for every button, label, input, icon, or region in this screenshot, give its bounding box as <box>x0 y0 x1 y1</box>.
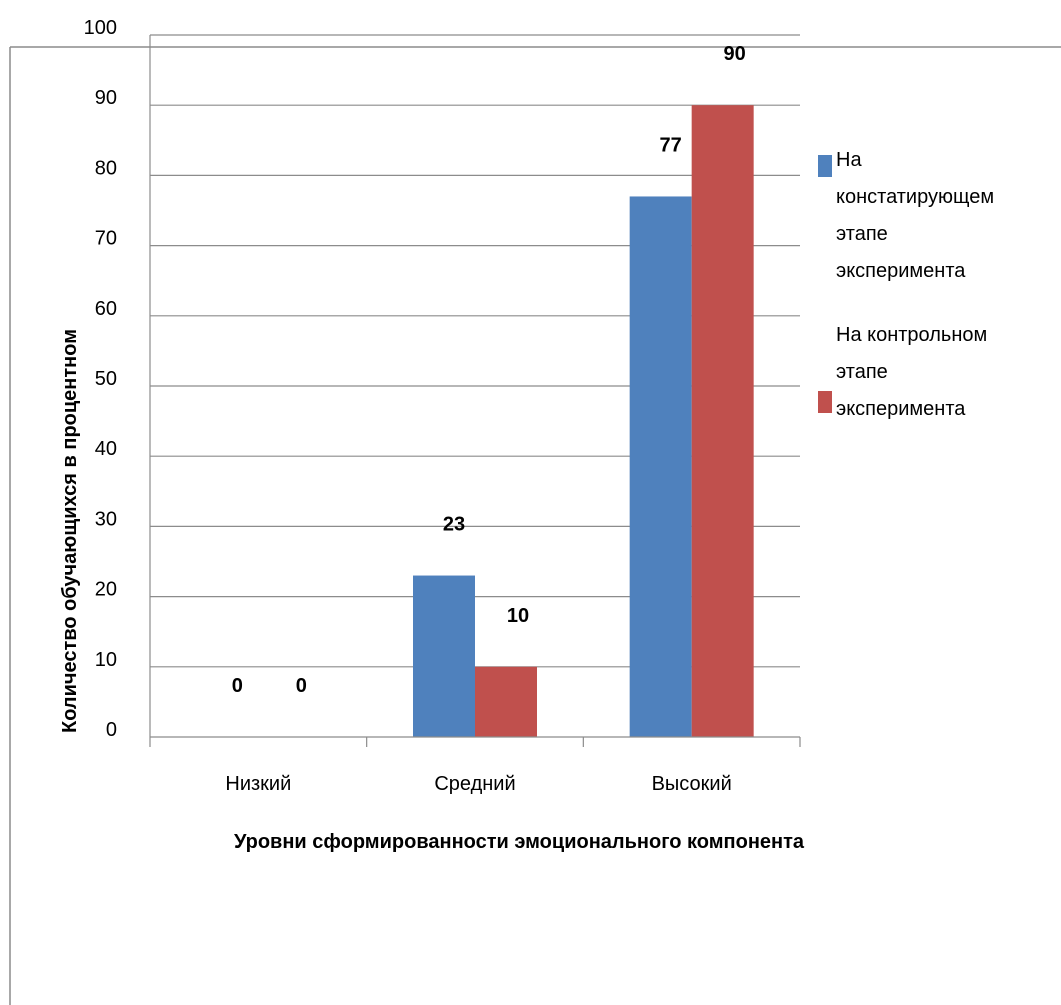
y-tick-label: 20 <box>95 579 117 601</box>
y-tick-label: 30 <box>95 508 117 530</box>
legend-label-line: На <box>836 149 862 171</box>
y-tick-label: 50 <box>95 368 117 390</box>
y-tick-label: 90 <box>95 87 117 109</box>
y-tick-label: 70 <box>95 228 117 250</box>
legend-label-line: этапе <box>836 223 888 245</box>
y-tick-label: 40 <box>95 438 117 460</box>
y-tick-label: 80 <box>95 157 117 179</box>
legend-label-line: эксперимента <box>836 260 966 282</box>
bar <box>413 575 475 737</box>
legend: На констатирующем этапе эксперимента На конт… <box>818 149 994 420</box>
data-label: 23 <box>443 514 465 536</box>
y-tick-label: 100 <box>84 17 117 39</box>
bars <box>413 105 754 737</box>
data-label: 0 <box>296 675 307 697</box>
y-axis-title: Количество обучающихся в процентном <box>59 329 81 733</box>
y-tick-label: 60 <box>95 298 117 320</box>
data-label: 0 <box>232 675 243 697</box>
legend-marker <box>818 155 832 177</box>
bar <box>691 105 754 737</box>
bar <box>475 666 537 737</box>
data-label: 10 <box>507 605 529 627</box>
bar <box>629 196 692 737</box>
legend-label-line: На контрольном <box>836 324 987 346</box>
data-labels: 0 23 77 0 10 90 <box>232 43 746 697</box>
x-category-label: Средний <box>434 773 515 795</box>
data-label: 90 <box>724 43 746 65</box>
legend-label-line: этапе <box>836 361 888 383</box>
legend-marker <box>818 391 832 413</box>
x-category-label: Низкий <box>225 773 291 795</box>
y-tick-label: 10 <box>95 649 117 671</box>
legend-label-line: констатирующем <box>836 186 994 208</box>
x-axis-title: Уровни сформированности эмоционального к… <box>234 831 805 853</box>
x-axis: Низкий Средний Высокий <box>149 35 801 795</box>
legend-label-line: эксперимента <box>836 398 966 420</box>
x-category-label: Высокий <box>652 773 732 795</box>
y-tick-label: 0 <box>106 719 117 741</box>
data-label: 77 <box>660 134 682 156</box>
